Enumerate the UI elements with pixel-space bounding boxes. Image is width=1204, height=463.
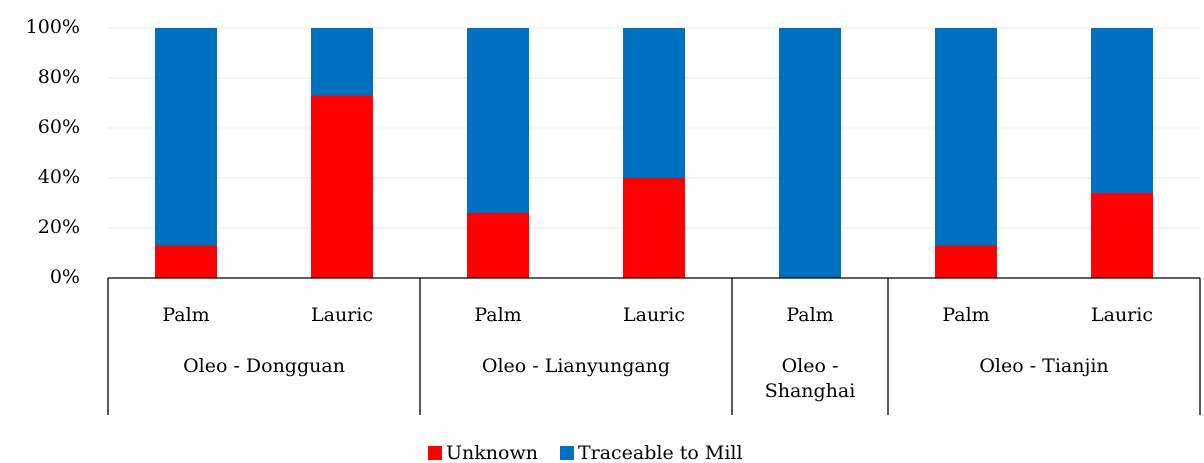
x-tick-label: Palm <box>474 304 521 326</box>
bar-segment <box>779 28 841 278</box>
group-label-box: Oleo - Tianjin <box>979 355 1109 377</box>
x-tick-label: Palm <box>942 304 989 326</box>
group-label-box: Oleo - Shanghai <box>764 355 856 402</box>
y-tick-label: 100% <box>26 16 80 38</box>
bar-segment <box>155 28 217 246</box>
bar-segment <box>467 28 529 213</box>
bar-segment <box>155 245 217 278</box>
x-tick-label: Lauric <box>1091 304 1153 326</box>
bar-segment <box>623 28 685 178</box>
y-tick-label: 0% <box>50 266 80 288</box>
bar-segment <box>311 95 373 278</box>
legend-label: Unknown <box>446 442 538 463</box>
bar-segment <box>1091 193 1153 278</box>
legend-swatch <box>428 446 442 460</box>
x-tick-label: Lauric <box>623 304 685 326</box>
x-tick-label: Palm <box>162 304 209 326</box>
group-label: Oleo - Shanghai <box>764 355 856 402</box>
y-tick-label: 20% <box>38 216 80 238</box>
bar-segment <box>467 213 529 278</box>
bar-segment <box>1091 28 1153 193</box>
group-label: Oleo - Tianjin <box>979 355 1109 377</box>
bar-segment <box>623 178 685 278</box>
x-tick-label: Lauric <box>311 304 373 326</box>
x-tick-label: Palm <box>786 304 833 326</box>
group-label-box: Oleo - Dongguan <box>183 355 345 377</box>
bar-segment <box>311 28 373 96</box>
y-tick-label: 60% <box>38 116 80 138</box>
group-label: Oleo - Lianyungang <box>481 355 671 377</box>
group-label-box: Oleo - Lianyungang <box>481 355 671 377</box>
bar-segment <box>935 28 997 246</box>
bar-segment <box>935 245 997 278</box>
legend-swatch <box>559 446 574 460</box>
legend-label: Traceable to Mill <box>578 442 743 463</box>
group-label: Oleo - Dongguan <box>183 355 345 377</box>
y-tick-label: 40% <box>38 166 80 188</box>
y-tick-label: 80% <box>38 66 80 88</box>
